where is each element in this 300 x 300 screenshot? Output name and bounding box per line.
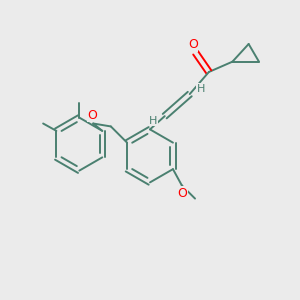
Text: H: H [197,84,205,94]
Text: H: H [149,116,158,126]
Text: O: O [177,187,187,200]
Text: O: O [188,38,198,51]
Text: O: O [88,109,98,122]
